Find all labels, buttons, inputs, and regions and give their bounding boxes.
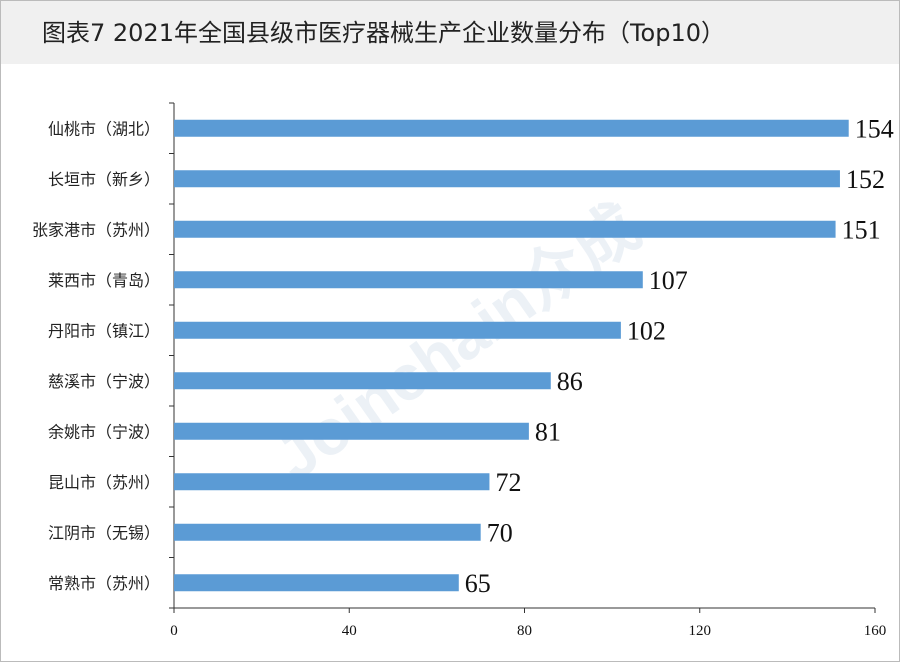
value-label: 72 [495, 468, 521, 497]
category-label: 慈溪市（宁波） [48, 372, 160, 391]
x-tick-label: 160 [864, 623, 887, 639]
x-tick-label: 40 [342, 623, 357, 639]
bar [174, 523, 481, 541]
chart-title: 图表7 2021年全国县级市医疗器械生产企业数量分布（Top10） [42, 19, 725, 47]
value-label: 154 [855, 114, 894, 143]
x-tick-label: 120 [689, 623, 712, 639]
value-label: 86 [557, 367, 583, 396]
bar [174, 473, 490, 491]
category-label: 丹阳市（镇江） [48, 321, 160, 340]
value-label: 65 [465, 569, 491, 598]
category-label: 莱西市（青岛） [48, 271, 160, 290]
category-label: 昆山市（苏州） [48, 473, 160, 492]
value-label: 151 [842, 215, 881, 244]
category-label: 余姚市（宁波） [48, 422, 160, 441]
value-label: 102 [627, 316, 666, 345]
x-tick-label: 0 [170, 623, 178, 639]
category-label: 江阴市（无锡） [48, 523, 160, 542]
value-label: 81 [535, 417, 561, 446]
bar [174, 119, 849, 137]
value-label: 107 [649, 266, 688, 295]
bar [174, 422, 529, 440]
bar [174, 220, 836, 238]
title-band [1, 1, 899, 64]
bar [174, 372, 551, 390]
category-label: 长垣市（新乡） [48, 170, 160, 189]
value-label: 152 [846, 165, 885, 194]
bar [174, 170, 840, 188]
bar [174, 321, 621, 339]
category-label: 仙桃市（湖北） [48, 119, 160, 138]
value-label: 70 [487, 518, 513, 547]
bar [174, 271, 643, 289]
x-tick-label: 80 [517, 623, 532, 639]
bar [174, 574, 459, 592]
category-label: 张家港市（苏州） [32, 220, 160, 239]
category-label: 常熟市（苏州） [48, 574, 160, 593]
